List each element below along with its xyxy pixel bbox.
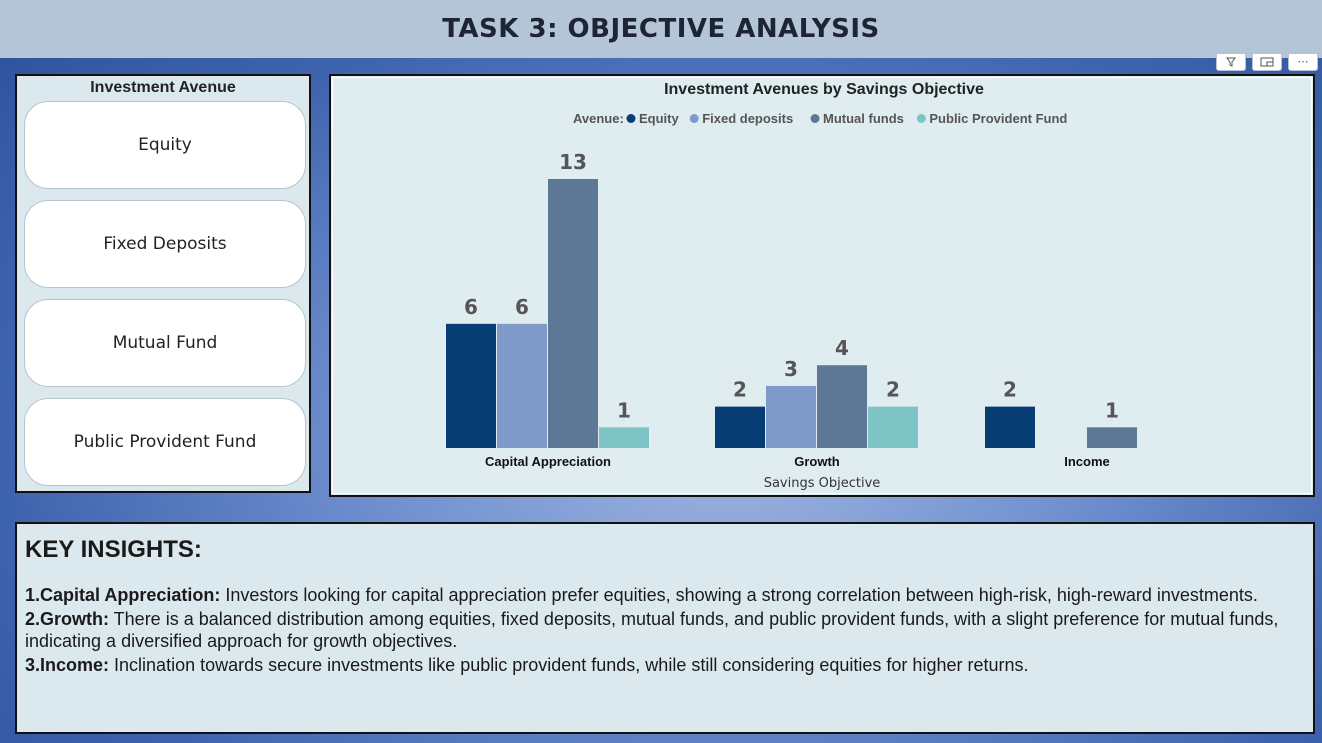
insight-income: 3.Income: Inclination towards secure inv… [25,654,1305,676]
data-label-public-provident-fund-0: 1 [617,398,631,422]
x-tick-label-0: Capital Appreciation [485,454,611,469]
bar-mutual-funds-2 [1087,427,1137,448]
title-bar: TASK 3: OBJECTIVE ANALYSIS [0,0,1322,58]
bar-mutual-funds-1 [817,365,867,448]
insight-text: There is a balanced distribution among e… [25,609,1279,651]
bar-public-provident-fund-0 [599,427,649,448]
chart-svg: Investment Avenues by Savings Objective A… [446,81,1137,491]
data-label-equity-0: 6 [464,295,478,319]
investment-avenues-chart: Investment Avenues by Savings Objective A… [329,74,1315,497]
insight-text: Inclination towards secure investments l… [109,655,1029,675]
slicer-item-mutual-fund[interactable]: Mutual Fund [24,299,306,387]
slicer-item-public-provident-fund[interactable]: Public Provident Fund [24,398,306,486]
x-tick-label-1: Growth [794,454,840,469]
filter-icon[interactable] [1216,54,1246,71]
bar-equity-2 [985,406,1035,448]
focus-mode-icon[interactable] [1252,54,1282,71]
legend-marker-public-provident-fund [916,114,926,123]
insight-capital-appreciation: 1.Capital Appreciation: Investors lookin… [25,584,1305,606]
x-tick-label-2: Income [1064,454,1110,469]
page-title: TASK 3: OBJECTIVE ANALYSIS [442,14,880,44]
insight-label: 1.Capital Appreciation: [25,585,221,605]
legend-marker-mutual-funds [810,114,820,123]
data-label-equity-1: 2 [733,378,747,402]
insight-text: Investors looking for capital appreciati… [220,585,1258,605]
bar-mutual-funds-0 [548,179,598,448]
data-label-mutual-funds-2: 1 [1105,398,1119,422]
slicer-title: Investment Avenue [90,79,236,96]
bar-equity-0 [446,323,496,448]
x-axis-label: Savings Objective [764,476,881,491]
data-label-fixed-deposits-0: 6 [515,295,529,319]
bar-public-provident-fund-1 [868,406,918,448]
legend-title: Avenue: [573,111,624,126]
legend-label-fixed-deposits: Fixed deposits [702,111,793,126]
data-label-equity-2: 2 [1003,378,1017,402]
insight-label: 2.Growth: [25,609,109,629]
insight-label: 3.Income: [25,655,110,675]
bar-fixed-deposits-1 [766,385,816,448]
legend-marker-fixed-deposits [689,114,699,123]
slicer-item-fixed-deposits[interactable]: Fixed Deposits [24,200,306,288]
bar-fixed-deposits-0 [497,323,547,448]
legend-label-mutual-funds: Mutual funds [823,111,904,126]
data-label-fixed-deposits-1: 3 [784,357,798,381]
more-options-icon[interactable]: ⋯ [1288,54,1318,71]
data-label-mutual-funds-0: 13 [559,150,587,174]
visual-header: ⋯ [1216,54,1318,71]
slicer-item-equity[interactable]: Equity [24,101,306,189]
legend-label-public-provident-fund: Public Provident Fund [929,111,1067,126]
legend-label-equity: Equity [639,111,679,126]
insights-heading: KEY INSIGHTS: [25,536,202,563]
chart-title: Investment Avenues by Savings Objective [664,81,984,98]
data-label-public-provident-fund-1: 2 [886,378,900,402]
investment-avenue-slicer: Investment Avenue Equity Fixed Deposits … [15,74,311,493]
key-insights-panel: KEY INSIGHTS: 1.Capital Appreciation: In… [15,522,1315,734]
bar-equity-1 [715,406,765,448]
data-label-mutual-funds-1: 4 [835,336,849,360]
legend-marker-equity [626,114,636,123]
insight-growth: 2.Growth: There is a balanced distributi… [25,608,1305,652]
